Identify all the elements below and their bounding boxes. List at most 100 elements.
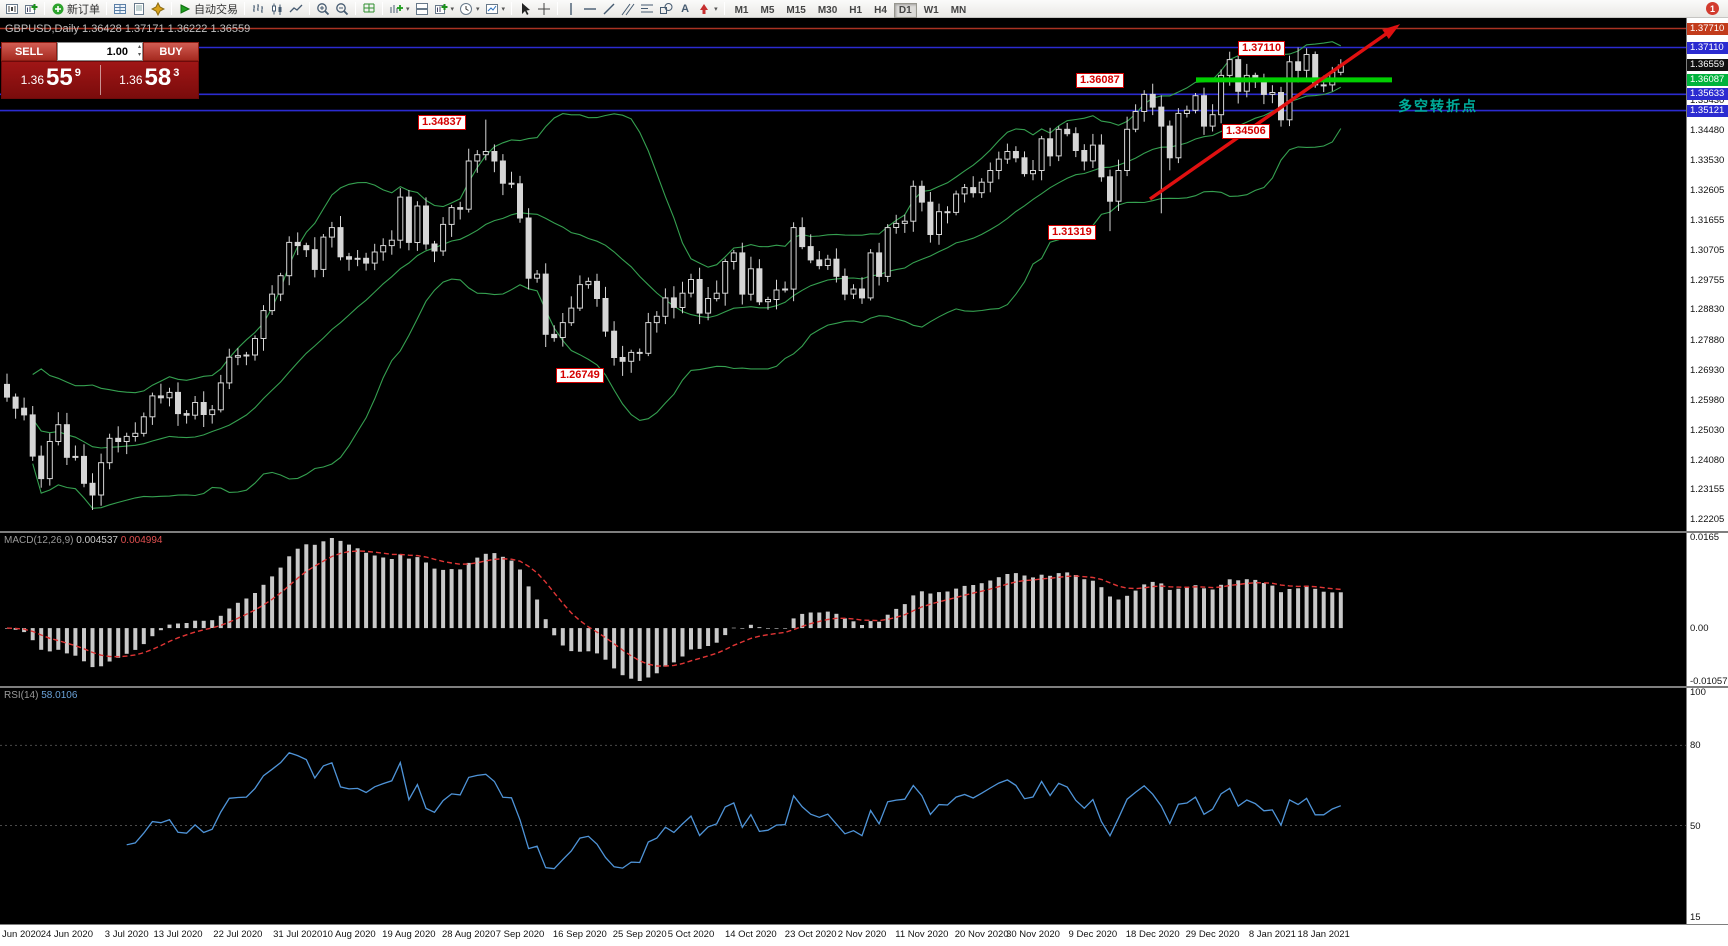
channel-tool[interactable] (619, 1, 637, 17)
ask-price[interactable]: 1.36 58 3 (119, 64, 180, 91)
date-label: 13 Jul 2020 (153, 929, 203, 940)
crosshair-tool[interactable] (535, 1, 553, 17)
timeframe-M1[interactable]: M1 (734, 4, 749, 16)
price-scale[interactable] (1686, 18, 1728, 924)
timeframe-M5[interactable]: M5 (760, 4, 775, 16)
toolbar-separator (106, 2, 107, 15)
cursor-tool[interactable] (516, 1, 534, 17)
macd-name: MACD(12,26,9) (4, 535, 74, 546)
new-order-label: 新订单 (67, 3, 100, 16)
price-annotation: 1.34506 (1222, 124, 1270, 139)
volume-input[interactable] (58, 43, 142, 60)
macd-label: MACD(12,26,9) 0.004537 0.004994 (4, 535, 162, 546)
line-chart-icon[interactable] (287, 1, 305, 17)
timeframe-toolbar: M1 M5 M15 M30 H1 H4 D1 W1 MN (729, 0, 973, 18)
price-annotation: 1.34837 (418, 115, 466, 130)
macd-tick: 0.00 (1690, 623, 1709, 635)
zoom-in-icon[interactable] (314, 1, 332, 17)
date-label: 9 Dec 2020 (1068, 929, 1118, 940)
price-tick: 1.31655 (1690, 214, 1725, 226)
vertical-line-tool[interactable] (562, 1, 580, 17)
timeframe-D1[interactable]: D1 (893, 2, 917, 18)
date-label: 10 Aug 2020 (322, 929, 376, 940)
fibonacci-tool[interactable] (638, 1, 656, 17)
chart-window-icon[interactable] (22, 1, 40, 17)
bid-ask-display[interactable]: 1.36 55 9 1.36 58 3 (1, 61, 199, 99)
text-tool[interactable]: A (681, 2, 690, 15)
bid-price[interactable]: 1.36 55 9 (20, 64, 81, 91)
templates-dropdown[interactable]: ▾ (483, 1, 508, 17)
time-scale[interactable] (0, 924, 1728, 946)
date-label: 30 Nov 2020 (1006, 929, 1060, 940)
volume-field: ▴▾ (57, 42, 143, 61)
price-tick-highlight: 1.35121 (1687, 104, 1728, 117)
toolbar-separator (557, 2, 559, 15)
grid-icon[interactable] (360, 1, 378, 17)
date-label: 8 Jan 2021 (1248, 929, 1296, 940)
date-label: 5 Oct 2020 (667, 929, 715, 940)
arrows-tool[interactable]: ▾ (695, 1, 720, 17)
timeframe-M15[interactable]: M15 (786, 4, 806, 16)
chevron-down-icon: ▾ (714, 5, 718, 13)
chevron-down-icon: ▾ (476, 5, 480, 13)
rsi-tick: 80 (1690, 740, 1701, 752)
spinner-down-icon[interactable]: ▾ (137, 52, 141, 58)
sell-button[interactable]: SELL (1, 42, 57, 61)
data-window-icon[interactable] (130, 1, 148, 17)
price-tick: 1.32605 (1690, 184, 1725, 196)
macd-signal-value: 0.004994 (120, 535, 163, 546)
panel-divider[interactable] (0, 686, 1728, 688)
date-label: 18 Dec 2020 (1125, 929, 1180, 940)
timeframe-H4[interactable]: H4 (874, 4, 887, 16)
timeframe-MN[interactable]: MN (950, 4, 967, 16)
chart-canvas[interactable] (0, 0, 1686, 946)
price-tick: 1.29755 (1690, 275, 1725, 287)
date-label: 16 Sep 2020 (552, 929, 607, 940)
price-tick: 1.28830 (1690, 304, 1725, 316)
buy-button[interactable]: BUY (143, 42, 199, 61)
spinner-up-icon[interactable]: ▴ (137, 44, 141, 50)
price-tick: 1.26930 (1690, 364, 1725, 376)
price-tick: 1.25030 (1690, 424, 1725, 436)
timeframe-H1[interactable]: H1 (849, 4, 863, 16)
horizontal-line-tool[interactable] (581, 1, 599, 17)
price-tick: 1.23155 (1690, 484, 1725, 496)
periods-dropdown[interactable]: ▾ (457, 1, 482, 17)
indicator-windows-icon[interactable] (413, 1, 431, 17)
shapes-tool[interactable] (657, 1, 675, 17)
timeframe-W1[interactable]: W1 (923, 4, 939, 16)
chart-background[interactable] (0, 18, 1686, 924)
autotrade-button[interactable]: 自动交易 (176, 1, 240, 17)
chart-title: GBPUSD,Daily 1.36428 1.37171 1.36222 1.3… (5, 23, 251, 35)
timeframe-M30[interactable]: M30 (817, 4, 838, 16)
new-order-button[interactable]: 新订单 (49, 1, 102, 17)
price-tick: 1.30705 (1690, 245, 1725, 257)
price-annotation: 1.31319 (1048, 225, 1096, 240)
bar-chart-icon[interactable] (249, 1, 267, 17)
price-tick-highlight: 1.36559 (1687, 58, 1728, 71)
new-chart-icon[interactable] (3, 1, 21, 17)
panel-divider[interactable] (0, 531, 1728, 533)
new-chart-dropdown[interactable]: ▾ (432, 1, 457, 17)
notification-badge[interactable]: 1 (1706, 2, 1719, 15)
price-tick: 1.22205 (1690, 514, 1725, 526)
market-watch-icon[interactable] (111, 1, 129, 17)
date-label: 7 Sep 2020 (495, 929, 545, 940)
indicators-icon[interactable]: ▾ (387, 1, 412, 17)
price-annotation: 1.26749 (556, 368, 604, 383)
navigator-icon[interactable] (149, 1, 167, 17)
toolbar-separator (44, 2, 45, 15)
trendline-tool[interactable] (600, 1, 618, 17)
chevron-down-icon: ▾ (501, 5, 506, 13)
date-label: 25 Sep 2020 (612, 929, 667, 940)
zoom-out-icon[interactable] (333, 1, 351, 17)
candle-chart-icon[interactable] (268, 1, 286, 17)
toolbar-separator (171, 2, 172, 15)
volume-stepper[interactable]: ▴ ▾ (138, 43, 141, 59)
date-label: 3 Jul 2020 (104, 929, 149, 940)
macd-main-value: 0.004537 (76, 535, 118, 546)
date-label: 22 Jul 2020 (213, 929, 263, 940)
price-tick: 1.24080 (1690, 455, 1725, 467)
